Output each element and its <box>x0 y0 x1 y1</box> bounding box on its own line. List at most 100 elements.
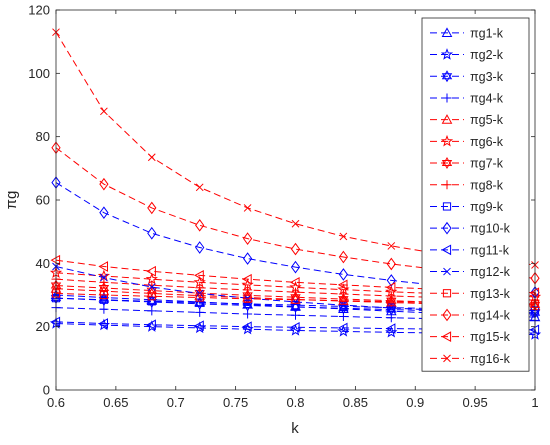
legend-label: πg8-k <box>470 178 504 192</box>
data-point <box>290 242 301 256</box>
legend-marker <box>442 308 452 322</box>
data-point <box>99 304 109 314</box>
data-point <box>98 318 108 329</box>
legend-marker <box>441 114 453 124</box>
data-point <box>50 316 61 328</box>
series-line <box>55 31 536 266</box>
legend-label: πg1-k <box>470 26 504 40</box>
legend-marker <box>440 48 454 60</box>
data-point <box>195 283 205 293</box>
data-point <box>337 279 348 291</box>
hexagram-part <box>338 293 349 303</box>
legend-label: πg13-k <box>470 287 511 301</box>
data-point <box>243 285 253 295</box>
data-point <box>147 306 157 316</box>
legend-marker <box>441 244 452 256</box>
data-point <box>195 289 204 298</box>
data-point <box>337 322 348 334</box>
legend-label: πg3-k <box>470 70 504 84</box>
legend-item: πg3-k <box>430 70 504 84</box>
data-point <box>338 250 349 264</box>
hexagram-part <box>242 302 253 312</box>
y-tick-label: 100 <box>28 66 50 81</box>
data-point <box>147 283 156 291</box>
data-point <box>146 319 156 331</box>
x-tick-label: 1 <box>531 395 538 410</box>
data-point <box>195 218 205 232</box>
data-point <box>339 232 348 241</box>
data-point <box>291 310 300 320</box>
data-point <box>147 280 157 290</box>
legend-marker <box>443 354 451 363</box>
y-tick-label: 40 <box>36 256 50 271</box>
axis-ticks: 0.6 0.65 0.7 0.75 0.8 0.85 0.9 0.95 1 0 20 40 60 80 10… <box>28 3 538 411</box>
legend-label: πg10-k <box>470 222 511 236</box>
hexagram-part <box>441 70 453 80</box>
data-point <box>386 274 396 287</box>
data-point <box>195 293 204 302</box>
data-point <box>338 312 348 322</box>
legend-item: πg5-k <box>430 113 504 127</box>
data-point <box>194 320 204 332</box>
x-tick-label: 0.75 <box>223 395 248 410</box>
data-point <box>146 265 156 277</box>
data-point <box>289 276 300 288</box>
data-point <box>385 282 396 293</box>
legend-label: πg9-k <box>470 200 504 214</box>
data-point <box>195 307 205 317</box>
data-point <box>50 254 61 266</box>
hexagram-part <box>441 73 453 83</box>
y-tick-label: 0 <box>43 383 50 398</box>
legend-item: πg8-k <box>430 178 504 192</box>
hexagram-part <box>290 301 301 311</box>
legend-marker <box>442 180 452 190</box>
data-point <box>243 204 252 212</box>
data-point <box>147 292 156 301</box>
legend-item: πg9-k <box>430 200 504 214</box>
hexagram-part <box>441 157 453 167</box>
data-point <box>339 302 348 311</box>
data-point <box>147 226 157 240</box>
data-point <box>291 295 300 304</box>
data-point <box>99 206 109 220</box>
data-point <box>387 297 396 306</box>
data-point <box>195 241 205 254</box>
legend-item: πg16-k <box>430 352 511 366</box>
legend-label: πg2-k <box>470 48 504 62</box>
data-point <box>529 324 540 336</box>
data-point <box>242 232 253 245</box>
data-point <box>99 295 109 304</box>
data-point <box>195 298 204 307</box>
legend-item: πg6-k <box>430 135 504 149</box>
legend-item: πg10-k <box>430 222 511 236</box>
legend-item: πg13-k <box>430 287 511 301</box>
data-point <box>289 321 300 333</box>
data-point <box>147 153 156 162</box>
legend-item: πg11-k <box>430 243 510 257</box>
data-point <box>386 257 396 271</box>
data-point <box>291 219 300 228</box>
legend-marker <box>441 157 453 170</box>
legend-item: πg15-k <box>430 330 511 344</box>
data-point <box>100 273 108 282</box>
x-tick-label: 0.6 <box>47 395 65 410</box>
legend: πg1-k πg2-k πg3-k πg4-k πg5-k πg6-k πg7-k πg8-k… <box>421 17 530 372</box>
legend-item: πg7-k <box>430 157 504 171</box>
legend-marker <box>441 331 452 342</box>
data-point <box>386 313 396 323</box>
series-line <box>55 182 536 293</box>
data-point <box>290 260 301 274</box>
data-point <box>339 301 348 309</box>
data-point <box>99 177 109 191</box>
data-point <box>243 309 253 319</box>
legend-item: πg4-k <box>430 91 504 105</box>
legend-label: πg4-k <box>470 91 504 105</box>
data-point <box>339 296 348 305</box>
data-point <box>147 297 156 306</box>
hexagram-part <box>98 282 110 292</box>
data-point <box>387 242 396 250</box>
y-tick-label: 80 <box>36 129 50 144</box>
hexagram-part <box>441 160 453 170</box>
